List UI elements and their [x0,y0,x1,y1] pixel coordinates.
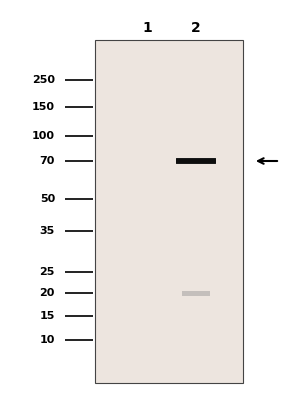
Text: 2: 2 [191,21,201,35]
Text: 10: 10 [40,335,55,345]
Text: 70: 70 [40,156,55,166]
Text: 100: 100 [32,131,55,141]
Bar [180,160,212,162]
Text: 1: 1 [142,21,152,35]
Text: 20: 20 [40,288,55,298]
Text: 50: 50 [40,194,55,204]
Text: 250: 250 [32,75,55,85]
Bar [181,160,211,162]
Bar [176,158,216,164]
Text: 25: 25 [40,267,55,277]
Text: 150: 150 [32,102,55,112]
Text: 35: 35 [40,226,55,236]
Bar [182,290,210,296]
Bar [177,158,215,164]
Bar [179,159,213,163]
Bar [95,40,243,383]
Bar [176,159,216,163]
Text: 15: 15 [40,311,55,321]
